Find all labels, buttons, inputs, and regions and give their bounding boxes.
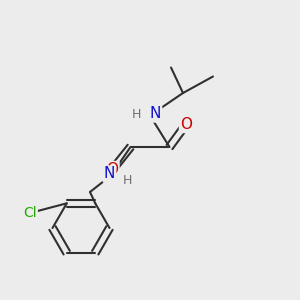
Text: O: O bbox=[180, 117, 192, 132]
Text: H: H bbox=[132, 107, 141, 121]
Text: N: N bbox=[150, 106, 161, 122]
Text: H: H bbox=[123, 174, 132, 188]
Text: Cl: Cl bbox=[23, 206, 37, 220]
Text: O: O bbox=[106, 162, 119, 177]
Text: N: N bbox=[104, 167, 115, 182]
